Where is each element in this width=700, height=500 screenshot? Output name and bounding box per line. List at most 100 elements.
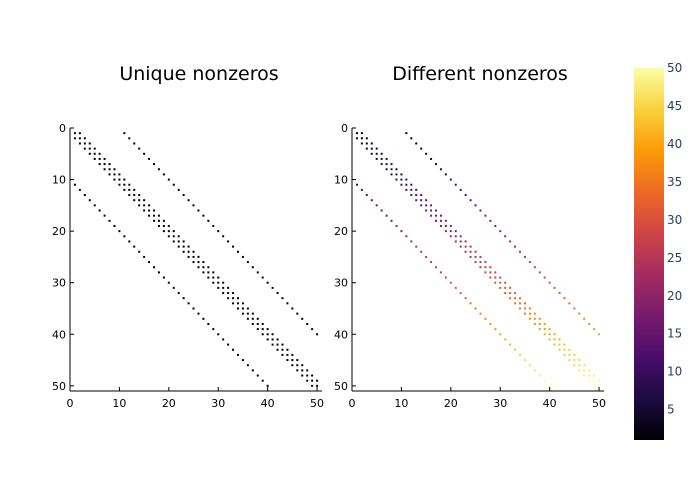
- nonzero-point: [246, 307, 249, 310]
- nonzero-point: [276, 338, 279, 341]
- nonzero-point: [390, 168, 393, 171]
- nonzero-point: [370, 142, 373, 145]
- nonzero-point: [474, 255, 477, 258]
- nonzero-point: [207, 322, 210, 325]
- nonzero-point: [593, 379, 596, 382]
- nonzero-point: [519, 297, 521, 300]
- x-tick-label: 40: [543, 397, 557, 410]
- nonzero-point: [187, 302, 190, 305]
- nonzero-point: [583, 374, 586, 377]
- nonzero-point: [543, 276, 546, 279]
- nonzero-point: [172, 183, 175, 186]
- nonzero-point: [237, 353, 239, 356]
- nonzero-point: [78, 188, 81, 191]
- nonzero-point: [237, 307, 239, 310]
- nonzero-point: [301, 369, 304, 372]
- nonzero-point: [182, 250, 185, 253]
- nonzero-point: [222, 286, 225, 289]
- nonzero-point: [153, 266, 155, 269]
- colorbar-tick-label: 20: [667, 289, 682, 303]
- nonzero-point: [375, 204, 378, 207]
- nonzero-point: [360, 137, 363, 140]
- nonzero-point: [420, 199, 423, 202]
- nonzero-point: [499, 230, 502, 233]
- nonzero-point: [395, 168, 398, 171]
- nonzero-point: [553, 333, 556, 336]
- x-tick-label: 20: [444, 397, 458, 410]
- nonzero-point: [400, 173, 403, 176]
- nonzero-point: [583, 364, 586, 367]
- nonzero-point: [197, 261, 200, 264]
- nonzero-point: [207, 276, 210, 279]
- nonzero-point: [197, 266, 200, 269]
- nonzero-point: [375, 157, 378, 160]
- colorbar-tick-label: 35: [667, 175, 682, 189]
- nonzero-point: [301, 364, 304, 367]
- nonzero-point: [528, 261, 531, 264]
- y-tick-label: 40: [52, 328, 66, 341]
- chart-title-different: Different nonzeros: [392, 63, 568, 85]
- nonzero-point: [78, 142, 81, 145]
- nonzero-point: [177, 292, 180, 295]
- nonzero-point: [232, 297, 235, 300]
- nonzero-point: [138, 250, 141, 253]
- nonzero-point: [415, 245, 418, 248]
- nonzero-point: [296, 364, 299, 367]
- nonzero-point: [514, 348, 517, 351]
- nonzero-point: [187, 250, 190, 253]
- nonzero-point: [177, 240, 180, 243]
- nonzero-point: [395, 224, 398, 227]
- nonzero-point: [261, 328, 264, 331]
- nonzero-point: [469, 245, 472, 248]
- nonzero-point: [430, 261, 433, 264]
- nonzero-point: [103, 157, 106, 160]
- nonzero-point: [484, 261, 487, 264]
- nonzero-point: [237, 302, 239, 305]
- nonzero-point: [504, 281, 507, 284]
- nonzero-point: [232, 348, 235, 351]
- nonzero-point: [439, 224, 442, 227]
- nonzero-point: [558, 343, 561, 346]
- nonzero-point: [400, 183, 403, 186]
- nonzero-point: [568, 348, 571, 351]
- nonzero-point: [291, 353, 294, 356]
- nonzero-point: [553, 286, 556, 289]
- y-tick-label: 50: [52, 380, 66, 393]
- nonzero-point: [444, 276, 447, 279]
- nonzero-point: [93, 204, 96, 207]
- nonzero-point: [509, 297, 512, 300]
- nonzero-point: [251, 369, 254, 372]
- nonzero-point: [128, 137, 131, 140]
- nonzero-point: [222, 338, 225, 341]
- nonzero-point: [281, 297, 284, 300]
- nonzero-point: [484, 266, 487, 269]
- nonzero-point: [573, 364, 576, 367]
- nonzero-point: [415, 142, 418, 145]
- nonzero-point: [256, 317, 259, 320]
- nonzero-point: [593, 374, 596, 377]
- nonzero-point: [246, 364, 249, 367]
- nonzero-point: [246, 312, 249, 315]
- y-tick-label: 30: [52, 277, 66, 290]
- nonzero-point: [494, 328, 497, 331]
- nonzero-point: [271, 333, 274, 336]
- nonzero-point: [177, 245, 180, 248]
- x-tick-label: 40: [261, 397, 275, 410]
- nonzero-point: [395, 173, 398, 176]
- nonzero-point: [548, 333, 551, 336]
- nonzero-point: [593, 328, 596, 331]
- nonzero-point: [563, 343, 566, 346]
- nonzero-point: [182, 297, 185, 300]
- nonzero-point: [98, 163, 101, 166]
- nonzero-point: [454, 183, 457, 186]
- y-tick-label: 20: [334, 225, 348, 238]
- nonzero-point: [232, 292, 235, 295]
- nonzero-point: [365, 194, 368, 197]
- nonzero-point: [578, 369, 581, 372]
- y-tick-label: 0: [341, 122, 348, 135]
- nonzero-point: [256, 328, 259, 331]
- nonzero-point: [454, 235, 457, 238]
- nonzero-point: [128, 194, 131, 197]
- nonzero-point: [420, 250, 423, 253]
